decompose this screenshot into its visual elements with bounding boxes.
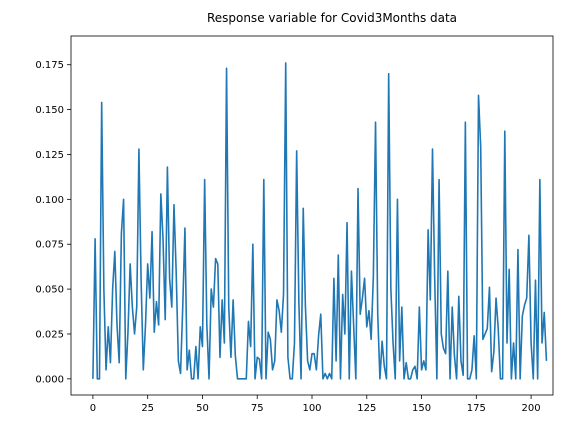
y-tick-label: 0.050 (35, 285, 64, 296)
y-tick-label: 0.000 (35, 374, 64, 385)
y-tick-label: 0.125 (35, 150, 64, 161)
chart-title: Response variable for Covid3Months data (207, 11, 457, 25)
x-tick-label: 175 (467, 403, 486, 414)
x-tick-label: 100 (302, 403, 321, 414)
y-tick-label: 0.150 (35, 105, 64, 116)
x-tick-label: 200 (522, 403, 541, 414)
y-tick-label: 0.175 (35, 60, 64, 71)
x-tick-label: 150 (412, 403, 431, 414)
y-tick-label: 0.075 (35, 240, 64, 251)
y-tick-label: 0.025 (35, 329, 64, 340)
x-axis: 0 25 50 75 100 125 150 175 200 (90, 395, 541, 414)
x-tick-label: 50 (196, 403, 209, 414)
y-axis: 0.000 0.025 0.050 0.075 0.100 0.125 0.150 0.175 (35, 60, 71, 385)
x-tick-label: 125 (357, 403, 376, 414)
x-tick-label: 25 (141, 403, 154, 414)
x-tick-label: 0 (90, 403, 96, 414)
plot-frame (70, 35, 554, 396)
y-tick-label: 0.100 (35, 195, 64, 206)
x-tick-label: 75 (251, 403, 264, 414)
series-line (92, 62, 548, 380)
plot-area (92, 62, 548, 380)
